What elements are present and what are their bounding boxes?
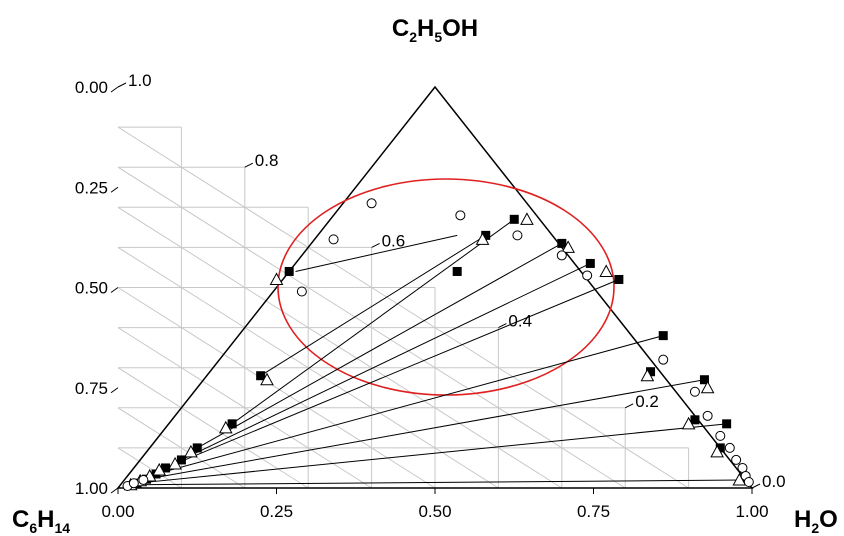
- right-tick-label: 0.2: [635, 392, 659, 411]
- square-marker: [256, 371, 266, 381]
- grid-line: [117, 126, 689, 489]
- tie-line: [231, 218, 515, 425]
- square-marker: [176, 455, 186, 465]
- circle-marker: [731, 454, 742, 465]
- grid-line: [117, 206, 563, 489]
- square-marker: [646, 367, 656, 377]
- square-marker: [557, 238, 567, 248]
- bottom-tick-label: 0.00: [101, 502, 134, 521]
- circle-marker: [138, 474, 149, 485]
- right-tick: [244, 162, 254, 168]
- triangle-marker: [168, 456, 182, 470]
- tie-lines: [130, 218, 743, 486]
- right-tick-label: 0.6: [382, 231, 406, 250]
- right-tick-label: 1.0: [128, 71, 152, 90]
- right-tick: [117, 82, 127, 88]
- right-tick: [371, 242, 380, 248]
- square-marker: [699, 375, 709, 385]
- circle-marker: [296, 286, 307, 297]
- vertex-labels: C2H5OH C6H14 H2O: [12, 15, 838, 536]
- triangle-marker: [475, 232, 490, 245]
- bottom-tick-label: 0.50: [418, 502, 451, 521]
- square-marker: [161, 463, 171, 473]
- left-tick: [110, 287, 119, 293]
- square-marker: [722, 419, 732, 429]
- circle-marker: [715, 430, 726, 441]
- circle-marker: [702, 410, 713, 421]
- tie-line: [181, 262, 591, 461]
- circle-marker: [455, 210, 466, 221]
- circle-marker: [743, 476, 754, 487]
- right-tick-label: 0.8: [255, 151, 279, 170]
- triangle-marker: [640, 368, 655, 382]
- tie-line: [155, 335, 664, 475]
- grid-line: [117, 447, 182, 489]
- left-tick: [110, 387, 119, 394]
- square-marker: [192, 443, 202, 453]
- circle-marker: [128, 478, 139, 489]
- square-marker: [690, 415, 700, 425]
- square-marker: [658, 331, 668, 341]
- circle-marker: [512, 230, 523, 241]
- circle-marker: [556, 250, 567, 261]
- left-tick: [110, 86, 119, 93]
- axis-ticks: 0.00 0.25 0.50 0.75 1.000.000.250.500.751.00…: [75, 71, 786, 521]
- square-marker: [481, 230, 491, 240]
- left-tick: [110, 487, 119, 494]
- triangle-marker: [599, 264, 614, 277]
- left-tick-label: 0.25: [75, 178, 108, 197]
- right-tick-label: 0.4: [508, 312, 532, 331]
- right-tick-label: 0.0: [762, 472, 786, 491]
- triangle-marker: [260, 372, 274, 386]
- square-marker: [715, 443, 725, 453]
- bottom-tick-label: 0.25: [260, 502, 293, 521]
- vertex-label-bottom-right: H2O: [794, 506, 838, 536]
- tie-line: [295, 234, 458, 272]
- left-tick-label: 0.50: [75, 279, 108, 298]
- right-tick: [751, 483, 761, 489]
- triangle-marker: [218, 420, 233, 434]
- right-tick: [498, 323, 507, 329]
- left-tick: [110, 186, 119, 193]
- triangle-marker: [681, 416, 696, 430]
- left-tick-label: 1.00: [75, 479, 108, 498]
- triangle-marker: [184, 444, 198, 458]
- vertex-label-bottom-left: C6H14: [12, 506, 70, 536]
- triangle-marker: [520, 212, 534, 225]
- left-tick-label: 0.00: [75, 78, 108, 97]
- vertex-label-top: C2H5OH: [392, 15, 478, 45]
- circle-marker: [366, 198, 377, 209]
- data-points: [122, 198, 754, 491]
- triangle-marker: [710, 444, 724, 458]
- tie-line: [260, 234, 486, 377]
- circle-marker: [658, 354, 669, 365]
- right-tick: [624, 403, 634, 409]
- tie-line: [146, 379, 705, 480]
- tie-line: [165, 279, 620, 469]
- circle-marker: [724, 442, 735, 453]
- bottom-tick-label: 1.00: [735, 502, 768, 521]
- tie-line: [130, 479, 743, 486]
- square-marker: [509, 214, 519, 224]
- bottom-tick-label: 0.75: [577, 502, 610, 521]
- square-marker: [614, 274, 624, 284]
- circle-marker: [328, 234, 339, 245]
- square-marker: [227, 419, 237, 429]
- grid-line: [117, 367, 309, 489]
- tie-line: [197, 242, 563, 449]
- square-marker: [452, 266, 462, 276]
- left-tick-label: 0.75: [75, 379, 108, 398]
- square-marker: [284, 266, 294, 276]
- circle-marker: [582, 270, 593, 281]
- grid-line: [117, 327, 372, 489]
- triangle-marker: [700, 380, 715, 394]
- tie-line: [136, 423, 727, 484]
- triangle-marker: [269, 272, 284, 285]
- triangle-marker: [561, 240, 575, 253]
- triangle-marker: [152, 462, 167, 476]
- grid-line: [117, 287, 436, 489]
- square-marker: [585, 258, 595, 268]
- circle-marker: [689, 386, 700, 397]
